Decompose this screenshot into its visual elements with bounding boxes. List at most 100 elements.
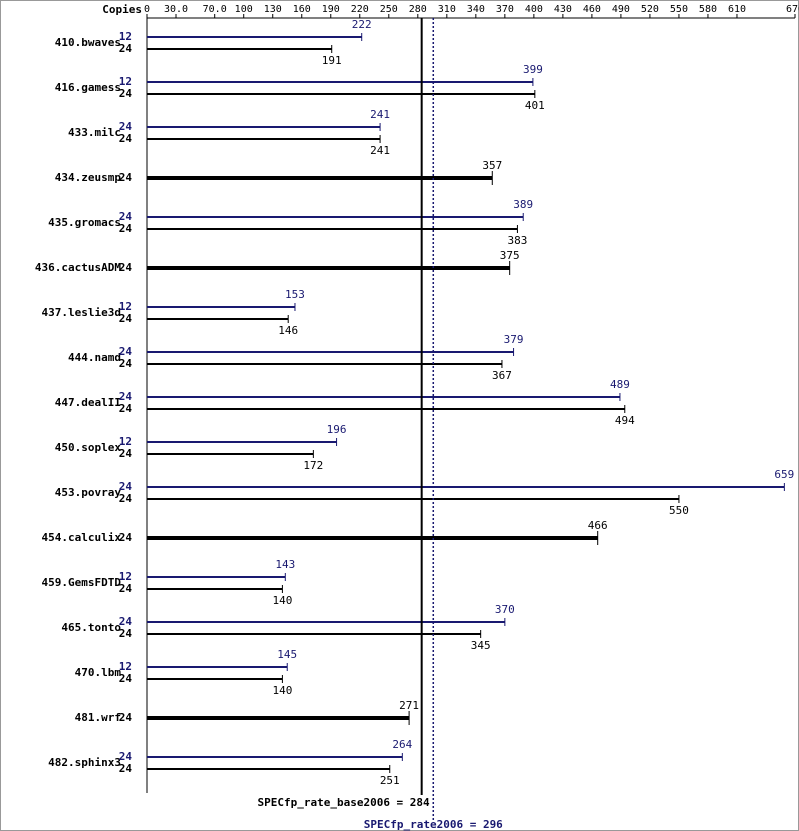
copies-label: 24 (119, 447, 133, 460)
copies-label: 24 (119, 582, 133, 595)
x-tick-label: 460 (583, 4, 601, 15)
category-label: 465.tonto (61, 621, 121, 634)
copies-label: 24 (119, 531, 133, 544)
value-label: 466 (588, 519, 608, 532)
category-label: 444.namd (68, 351, 121, 364)
copies-label: 24 (119, 750, 133, 763)
x-tick-label: 370 (496, 4, 514, 15)
copies-label: 24 (119, 357, 133, 370)
x-tick-label: 580 (699, 4, 717, 15)
copies-label: 24 (119, 492, 133, 505)
copies-label: 24 (119, 711, 133, 724)
category-label: 436.cactusADM (35, 261, 121, 274)
copies-label: 12 (119, 300, 132, 313)
category-label: 454.calculix (42, 531, 122, 544)
copies-label: 24 (119, 672, 133, 685)
copies-label: 12 (119, 75, 132, 88)
copies-label: 24 (119, 171, 133, 184)
value-label: 375 (500, 249, 520, 262)
value-label: 370 (495, 603, 515, 616)
x-tick-label: 0 (144, 4, 150, 15)
category-label: 435.gromacs (48, 216, 121, 229)
x-tick-label: 100 (235, 4, 253, 15)
category-label: 470.lbm (75, 666, 122, 679)
value-label: 241 (370, 108, 390, 121)
x-tick-label: 610 (728, 4, 746, 15)
value-label: 191 (322, 54, 342, 67)
value-label: 357 (482, 159, 502, 172)
reference-label: SPECfp_rate2006 = 296 (364, 818, 503, 831)
category-label: 459.GemsFDTD (42, 576, 122, 589)
x-tick-label: 400 (525, 4, 543, 15)
category-label: 481.wrf (75, 711, 121, 724)
value-label: 389 (513, 198, 533, 211)
x-tick-label: 550 (670, 4, 688, 15)
reference-label: SPECfp_rate_base2006 = 284 (257, 796, 430, 809)
x-tick-label: 30.0 (164, 4, 188, 15)
category-label: 433.milc (68, 126, 121, 139)
x-tick-label: 490 (612, 4, 630, 15)
copies-label: 12 (119, 435, 132, 448)
value-label: 146 (278, 324, 298, 337)
copies-label: 12 (119, 570, 132, 583)
value-label: 550 (669, 504, 689, 517)
x-tick-label: 340 (467, 4, 485, 15)
category-label: 447.dealII (55, 396, 121, 409)
x-tick-label: 280 (409, 4, 427, 15)
value-label: 489 (610, 378, 630, 391)
copies-label: 24 (119, 132, 133, 145)
copies-label: 24 (119, 480, 133, 493)
copies-label: 12 (119, 30, 132, 43)
value-label: 251 (380, 774, 400, 787)
value-label: 383 (507, 234, 527, 247)
value-label: 140 (272, 594, 292, 607)
copies-label: 24 (119, 627, 133, 640)
value-label: 399 (523, 63, 543, 76)
x-tick-label: 310 (438, 4, 456, 15)
value-label: 143 (275, 558, 295, 571)
x-tick-label: 160 (293, 4, 311, 15)
category-label: 410.bwaves (55, 36, 121, 49)
category-label: 416.gamess (55, 81, 121, 94)
x-tick-label: 130 (264, 4, 282, 15)
x-tick-label: 220 (351, 4, 369, 15)
value-label: 345 (471, 639, 491, 652)
value-label: 264 (392, 738, 412, 751)
x-tick-label: 520 (641, 4, 659, 15)
x-tick-label: 670 (786, 4, 799, 15)
value-label: 401 (525, 99, 545, 112)
category-label: 453.povray (55, 486, 122, 499)
copies-label: 24 (119, 402, 133, 415)
copies-label: 24 (119, 345, 133, 358)
category-label: 437.leslie3d (42, 306, 121, 319)
copies-label: 24 (119, 42, 133, 55)
value-label: 659 (774, 468, 794, 481)
copies-label: 24 (119, 762, 133, 775)
category-label: 434.zeusmp (55, 171, 122, 184)
x-tick-label: 70.0 (203, 4, 227, 15)
copies-label: 24 (119, 261, 133, 274)
copies-label: 24 (119, 312, 133, 325)
copies-label: 24 (119, 210, 133, 223)
value-label: 196 (327, 423, 347, 436)
value-label: 379 (504, 333, 524, 346)
value-label: 367 (492, 369, 512, 382)
value-label: 172 (303, 459, 323, 472)
copies-label: 24 (119, 390, 133, 403)
x-tick-label: 430 (554, 4, 572, 15)
x-tick-label: 190 (322, 4, 340, 15)
copies-label: 12 (119, 660, 132, 673)
value-label: 222 (352, 18, 372, 31)
value-label: 140 (272, 684, 292, 697)
value-label: 145 (277, 648, 297, 661)
copies-label: 24 (119, 615, 133, 628)
value-label: 271 (399, 699, 419, 712)
copies-label: 24 (119, 120, 133, 133)
category-label: 450.soplex (55, 441, 122, 454)
x-tick-label: 250 (380, 4, 398, 15)
x-axis-label: Copies (102, 3, 142, 16)
copies-label: 24 (119, 222, 133, 235)
copies-label: 24 (119, 87, 133, 100)
